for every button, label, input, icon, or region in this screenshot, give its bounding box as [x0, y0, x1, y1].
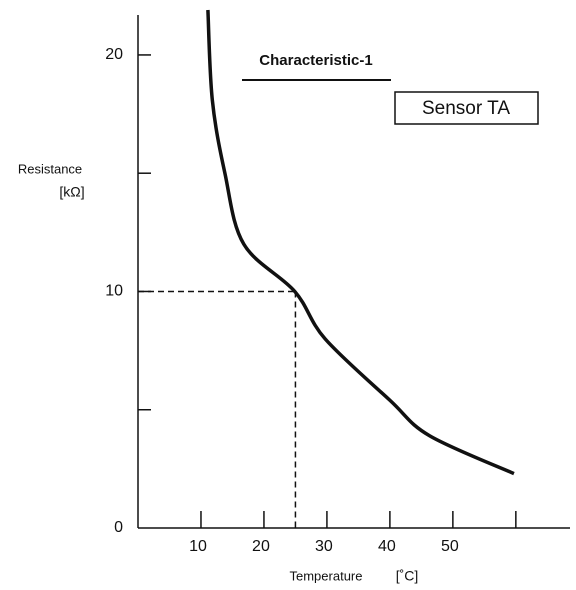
x-axis-label: Temperature: [290, 568, 363, 583]
x-tick-label: 10: [189, 538, 207, 555]
x-tick-label: 40: [378, 538, 396, 555]
y-axis-unit: [kΩ]: [59, 184, 84, 200]
x-tick-label: 50: [441, 538, 459, 555]
y-axis-label: Resistance: [18, 161, 82, 176]
x-tick-label: 20: [252, 538, 270, 555]
x-axis-unit: [˚C]: [396, 568, 419, 584]
y-tick-label: 0: [114, 519, 123, 536]
annotation: Sensor TA: [422, 98, 510, 119]
y-tick-label: 10: [105, 283, 123, 300]
chart-title: Characteristic-1: [259, 52, 372, 69]
x-tick-label: 30: [315, 538, 333, 555]
y-tick-label: 20: [105, 46, 123, 63]
annotation-box: [394, 91, 539, 125]
curve: [206, 9, 515, 476]
